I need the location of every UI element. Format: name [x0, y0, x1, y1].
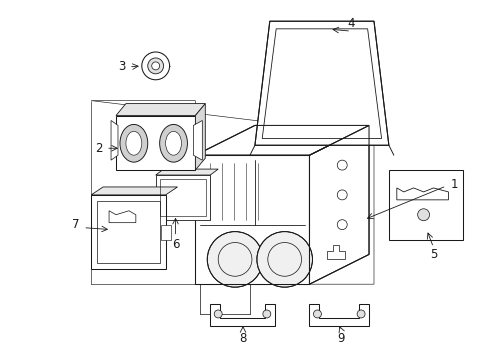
Polygon shape: [254, 21, 388, 145]
Polygon shape: [116, 116, 195, 170]
Polygon shape: [193, 121, 202, 160]
Polygon shape: [155, 169, 218, 175]
Circle shape: [214, 310, 222, 318]
Polygon shape: [195, 125, 368, 155]
Ellipse shape: [165, 131, 181, 155]
Text: 8: 8: [239, 332, 246, 345]
Text: 9: 9: [337, 332, 345, 345]
Text: 4: 4: [346, 17, 354, 30]
Text: 5: 5: [429, 248, 436, 261]
Bar: [97, 201, 160, 264]
Circle shape: [151, 62, 160, 70]
Bar: [160, 179, 206, 216]
Polygon shape: [155, 175, 210, 220]
Polygon shape: [210, 304, 274, 326]
Polygon shape: [116, 104, 205, 116]
Ellipse shape: [126, 131, 142, 155]
Polygon shape: [195, 155, 309, 284]
Circle shape: [207, 231, 263, 287]
Ellipse shape: [160, 125, 187, 162]
Polygon shape: [161, 225, 170, 239]
Text: 3: 3: [118, 60, 126, 73]
Text: 2: 2: [96, 142, 103, 155]
Polygon shape: [91, 187, 177, 195]
Circle shape: [263, 310, 270, 318]
Polygon shape: [326, 246, 345, 260]
Bar: [388, 170, 462, 239]
Circle shape: [313, 310, 321, 318]
Ellipse shape: [120, 125, 147, 162]
Circle shape: [142, 52, 169, 80]
Polygon shape: [195, 104, 205, 170]
Text: 7: 7: [72, 218, 79, 231]
Polygon shape: [309, 304, 368, 326]
Text: 1: 1: [449, 179, 457, 192]
Polygon shape: [91, 195, 165, 269]
Text: 6: 6: [171, 238, 179, 251]
Polygon shape: [309, 125, 368, 284]
Circle shape: [417, 209, 428, 221]
Polygon shape: [111, 121, 118, 160]
Circle shape: [147, 58, 163, 74]
Circle shape: [356, 310, 365, 318]
Circle shape: [256, 231, 312, 287]
